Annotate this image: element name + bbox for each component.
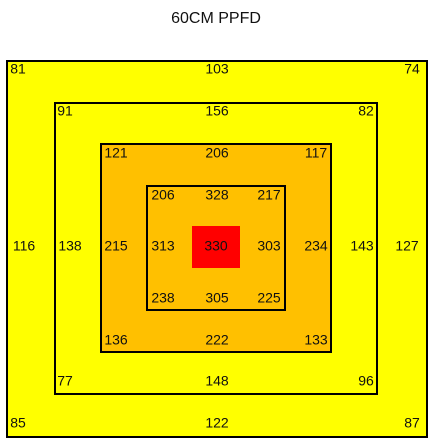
ppfd-value: 156 bbox=[205, 103, 229, 119]
ppfd-value: 328 bbox=[205, 187, 229, 203]
ppfd-value: 116 bbox=[13, 238, 36, 254]
ppfd-value: 215 bbox=[104, 238, 128, 254]
ppfd-value: 313 bbox=[151, 238, 175, 254]
ppfd-value: 138 bbox=[58, 238, 82, 254]
ppfd-value: 133 bbox=[304, 332, 328, 348]
ppfd-value: 222 bbox=[205, 332, 229, 348]
ppfd-value: 234 bbox=[304, 238, 328, 254]
ppfd-value: 136 bbox=[104, 332, 128, 348]
ppfd-value: 206 bbox=[151, 187, 175, 203]
center-value: 330 bbox=[204, 238, 228, 254]
ppfd-value: 148 bbox=[205, 373, 229, 389]
ppfd-value: 81 bbox=[10, 61, 26, 77]
ppfd-value: 121 bbox=[104, 145, 128, 161]
ppfd-value: 91 bbox=[57, 103, 73, 119]
ppfd-value: 74 bbox=[404, 61, 420, 77]
ppfd-value: 85 bbox=[10, 415, 26, 431]
ppfd-value: 82 bbox=[358, 103, 374, 119]
ppfd-value: 225 bbox=[257, 290, 281, 306]
ppfd-value: 77 bbox=[57, 373, 73, 389]
ppfd-value: 103 bbox=[205, 61, 229, 77]
ppfd-value: 96 bbox=[358, 373, 374, 389]
ppfd-value: 143 bbox=[350, 238, 374, 254]
center-square bbox=[192, 226, 240, 268]
ppfd-value: 206 bbox=[205, 145, 229, 161]
title: 60CM PPFD bbox=[171, 10, 261, 27]
ppfd-value: 217 bbox=[257, 187, 281, 203]
ppfd-value: 127 bbox=[395, 238, 419, 254]
ppfd-value: 122 bbox=[205, 415, 229, 431]
ppfd-value: 117 bbox=[305, 145, 328, 161]
ppfd-value: 87 bbox=[404, 415, 420, 431]
ppfd-value: 303 bbox=[257, 238, 281, 254]
ppfd-value: 305 bbox=[205, 290, 229, 306]
ppfd-value: 238 bbox=[151, 290, 175, 306]
